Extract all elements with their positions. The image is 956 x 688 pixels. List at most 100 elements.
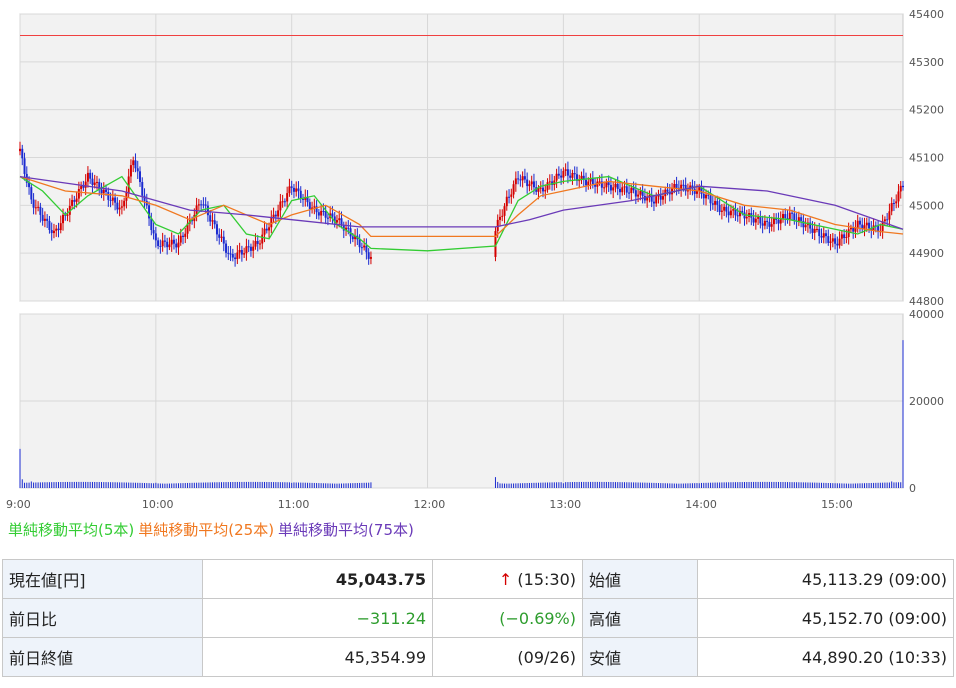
candle-body	[73, 200, 76, 202]
change-pct: (−0.69%)	[432, 598, 583, 638]
candle-body	[247, 246, 250, 248]
candle-body	[324, 210, 327, 218]
candle-body	[163, 240, 166, 242]
candle-body	[589, 178, 592, 182]
candle-body	[347, 227, 350, 229]
candle-body	[261, 234, 264, 244]
candle-body	[345, 227, 348, 231]
candle-body	[861, 224, 864, 230]
candle-body	[840, 234, 843, 239]
candle-body	[618, 188, 621, 193]
candle-body	[652, 201, 655, 204]
candle-body	[299, 190, 302, 199]
candle-body	[351, 236, 354, 240]
candle-body	[283, 201, 286, 203]
volume-bars	[19, 340, 904, 488]
candle-body	[877, 225, 880, 232]
candle-body	[603, 187, 606, 189]
candle-body	[360, 247, 363, 249]
candle-body	[340, 218, 343, 226]
candle-body	[34, 207, 37, 209]
candle-body	[829, 241, 832, 243]
candle-body	[804, 225, 807, 228]
candle-body	[234, 257, 237, 260]
candle-body	[555, 173, 558, 181]
candle-body	[838, 238, 841, 246]
time-tick-label: 12:00	[414, 498, 446, 511]
candle-body	[177, 242, 180, 248]
open-label: 始値	[582, 559, 698, 599]
candle-body	[281, 201, 284, 203]
low-value: 44,890.20 (10:33)	[697, 637, 954, 677]
candle-body	[71, 200, 74, 206]
candle-body	[827, 236, 830, 243]
candle-body	[625, 186, 628, 193]
candle-body	[695, 190, 698, 194]
candle-body	[292, 187, 295, 192]
candle-body	[238, 249, 241, 253]
candle-body	[28, 182, 31, 188]
candle-body	[367, 252, 370, 259]
candle-body	[630, 187, 633, 194]
candle-body	[523, 176, 526, 180]
prev-close-label: 前日終値	[2, 637, 203, 677]
candle-body	[252, 246, 255, 251]
candle-body	[77, 189, 80, 199]
candle-body	[788, 212, 791, 220]
candle-body	[594, 184, 597, 187]
candle-body	[138, 171, 141, 183]
candle-body	[682, 184, 685, 186]
candle-body	[727, 211, 730, 216]
candle-body	[759, 217, 762, 224]
candle-body	[315, 206, 318, 213]
candle-body	[41, 214, 44, 221]
candle-body	[886, 219, 889, 221]
candle-body	[21, 148, 24, 159]
candle-body	[566, 169, 569, 176]
open-value: 45,113.29 (09:00)	[697, 559, 954, 599]
candle-body	[738, 210, 741, 217]
legend-ma75: 単純移動平均(75本)	[278, 521, 414, 539]
time-tick-label: 14:00	[685, 498, 717, 511]
candle-body	[263, 228, 266, 235]
candle-body	[302, 198, 305, 200]
candle-body	[899, 185, 902, 192]
candle-body	[116, 202, 119, 210]
candle-body	[215, 224, 218, 235]
volume-tick-label: 0	[909, 482, 916, 495]
candle-body	[591, 178, 594, 185]
candle-body	[256, 240, 259, 244]
candle-body	[229, 253, 232, 255]
candle-body	[673, 183, 676, 189]
candle-body	[847, 229, 850, 237]
candle-body	[786, 218, 789, 220]
candle-body	[109, 199, 112, 201]
candle-body	[498, 216, 501, 220]
candle-body	[159, 246, 162, 248]
time-tick-label: 10:00	[142, 498, 174, 511]
candle-body	[856, 220, 859, 228]
candle-body	[754, 218, 757, 223]
candle-body	[648, 195, 651, 197]
time-tick-label: 13:00	[549, 498, 581, 511]
candle-body	[757, 217, 760, 219]
ma-line-2	[19, 175, 904, 238]
candle-body	[143, 195, 146, 201]
candle-body	[709, 195, 712, 204]
candle-body	[528, 184, 531, 187]
candle-body	[84, 181, 87, 188]
candle-body	[204, 204, 207, 206]
candle-body	[202, 204, 205, 206]
candle-body	[888, 211, 891, 220]
candle-body	[768, 222, 771, 227]
candle-body	[306, 196, 309, 203]
candle-body	[354, 235, 357, 240]
candle-body	[365, 245, 368, 253]
candle-body	[720, 210, 723, 212]
candle-body	[243, 253, 246, 255]
candle-body	[836, 243, 839, 246]
candle-body	[542, 187, 545, 192]
candle-body	[598, 181, 601, 183]
candle-body	[614, 183, 617, 188]
candle-body	[114, 197, 117, 203]
